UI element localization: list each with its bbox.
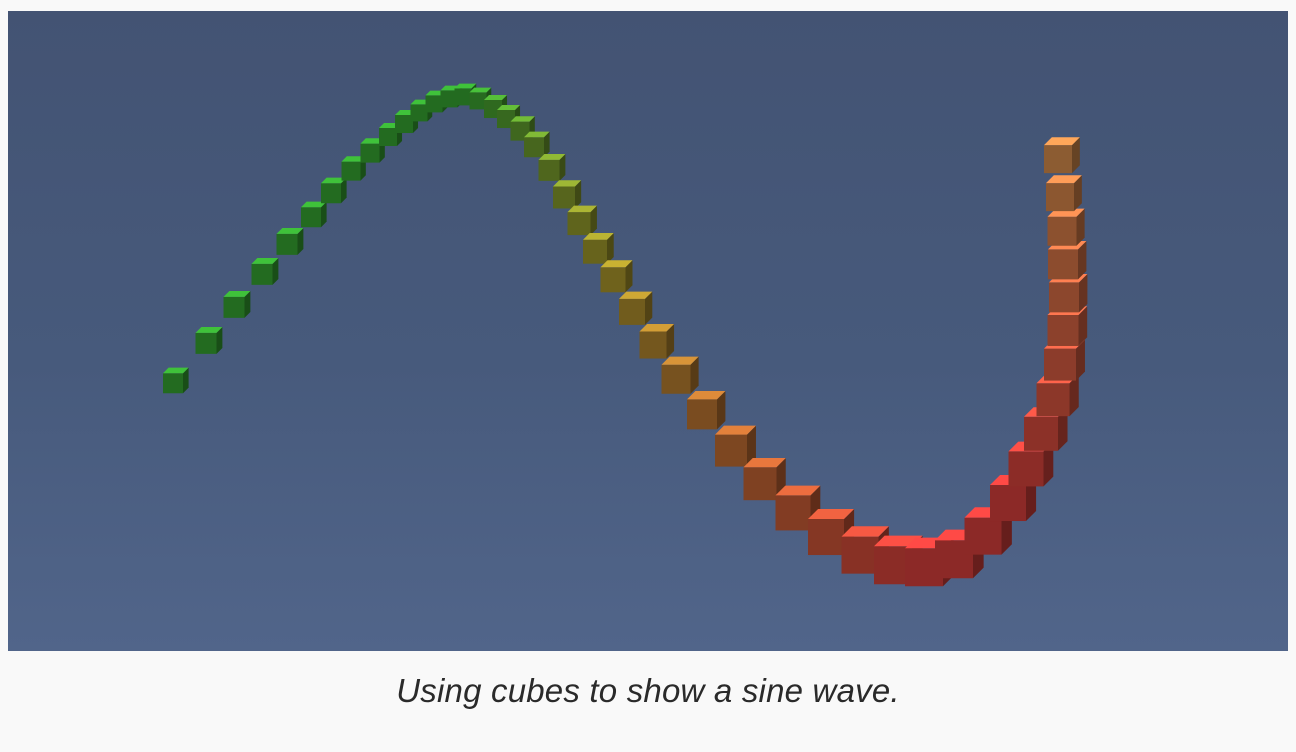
cube-32 [775,485,821,531]
cube-23 [567,205,597,236]
cube-sine-scene [163,83,1088,587]
cube-45 [1049,273,1088,313]
cube-25 [600,260,633,293]
cube-21 [538,153,566,181]
figure-caption: Using cubes to show a sine wave. [396,672,900,709]
cube-29 [687,390,726,430]
cube-46 [1048,240,1087,280]
cube-31 [743,457,786,501]
cube-5 [276,227,304,255]
cube-20 [524,131,550,158]
cube-41 [1024,407,1068,451]
cube-43 [1044,339,1085,381]
cube-26 [619,291,653,325]
sine-wave-render [8,11,1288,651]
cube-27 [639,323,675,359]
cube-7 [321,177,347,204]
cube-49 [1044,137,1080,174]
cube-8 [341,156,366,181]
cube-22 [553,180,582,209]
cube-3 [223,290,251,318]
cube-6 [301,201,327,228]
cube-24 [583,232,614,264]
cube-30 [715,425,756,467]
cube-4 [251,257,279,285]
cube-28 [661,356,699,394]
cube-47 [1047,208,1085,246]
cube-2 [195,326,223,354]
cube-1 [163,367,189,394]
cube-44 [1047,306,1088,346]
cube-48 [1046,175,1082,212]
